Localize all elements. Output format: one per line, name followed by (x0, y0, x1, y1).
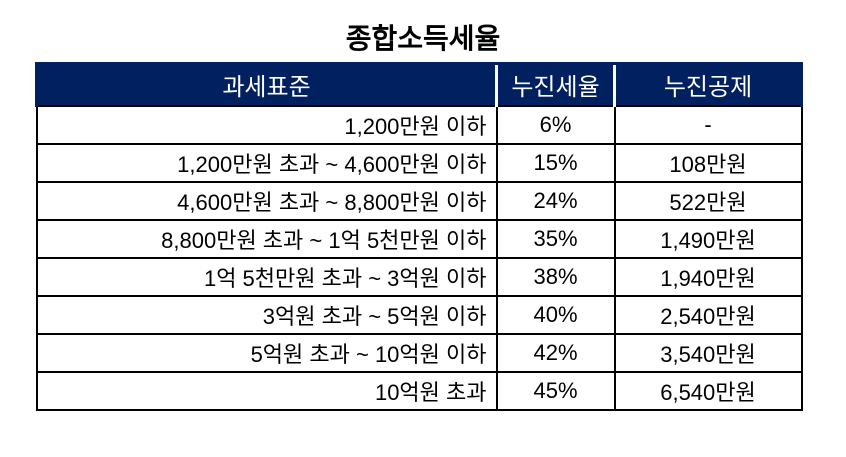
cell-rate: 15% (495, 142, 616, 183)
table-row: 10억원 초과 45% 6,540만원 (35, 370, 803, 411)
header-progressive-deduction: 누진공제 (613, 62, 803, 107)
cell-deduction: 1,940만원 (613, 256, 803, 297)
table-row: 3억원 초과 ~ 5억원 이하 40% 2,540만원 (35, 294, 803, 335)
table-row: 1,200만원 초과 ~ 4,600만원 이하 15% 108만원 (35, 142, 803, 183)
table-header: 과세표준 누진세율 누진공제 (35, 62, 803, 107)
cell-deduction: 108만원 (613, 142, 803, 183)
page-title: 종합소득세율 (345, 23, 501, 54)
table-row: 4,600만원 초과 ~ 8,800만원 이하 24% 522만원 (35, 180, 803, 221)
cell-rate: 35% (495, 218, 616, 259)
table-row: 5억원 초과 ~ 10억원 이하 42% 3,540만원 (35, 332, 803, 373)
table-body: 1,200만원 이하 6% - 1,200만원 초과 ~ 4,600만원 이하 … (35, 104, 803, 411)
cell-tax-base: 1억 5천만원 초과 ~ 3억원 이하 (35, 256, 498, 297)
cell-rate: 40% (495, 294, 616, 335)
header-progressive-rate: 누진세율 (495, 62, 615, 107)
cell-tax-base: 1,200만원 이하 (35, 104, 498, 145)
cell-rate: 45% (495, 370, 616, 411)
cell-tax-base: 8,800만원 초과 ~ 1억 5천만원 이하 (35, 218, 498, 259)
cell-deduction: 6,540만원 (613, 370, 803, 411)
cell-deduction: 3,540만원 (613, 332, 803, 373)
cell-rate: 24% (495, 180, 616, 221)
table-row: 8,800만원 초과 ~ 1억 5천만원 이하 35% 1,490만원 (35, 218, 803, 259)
cell-rate: 42% (495, 332, 616, 373)
cell-tax-base: 5억원 초과 ~ 10억원 이하 (35, 332, 498, 373)
cell-rate: 38% (495, 256, 616, 297)
cell-tax-base: 10억원 초과 (35, 370, 498, 411)
cell-deduction: - (613, 104, 803, 145)
table-row: 1,200만원 이하 6% - (35, 104, 803, 145)
header-row: 과세표준 누진세율 누진공제 (35, 62, 803, 107)
tax-rate-table: 과세표준 누진세율 누진공제 1,200만원 이하 6% - 1,200만원 초… (35, 62, 803, 411)
header-tax-base: 과세표준 (35, 62, 497, 107)
cell-tax-base: 1,200만원 초과 ~ 4,600만원 이하 (35, 142, 498, 183)
cell-deduction: 2,540만원 (613, 294, 803, 335)
table-row: 1억 5천만원 초과 ~ 3억원 이하 38% 1,940만원 (35, 256, 803, 297)
cell-tax-base: 3억원 초과 ~ 5억원 이하 (35, 294, 498, 335)
cell-deduction: 1,490만원 (613, 218, 803, 259)
cell-rate: 6% (495, 104, 616, 145)
cell-deduction: 522만원 (613, 180, 803, 221)
cell-tax-base: 4,600만원 초과 ~ 8,800만원 이하 (35, 180, 498, 221)
